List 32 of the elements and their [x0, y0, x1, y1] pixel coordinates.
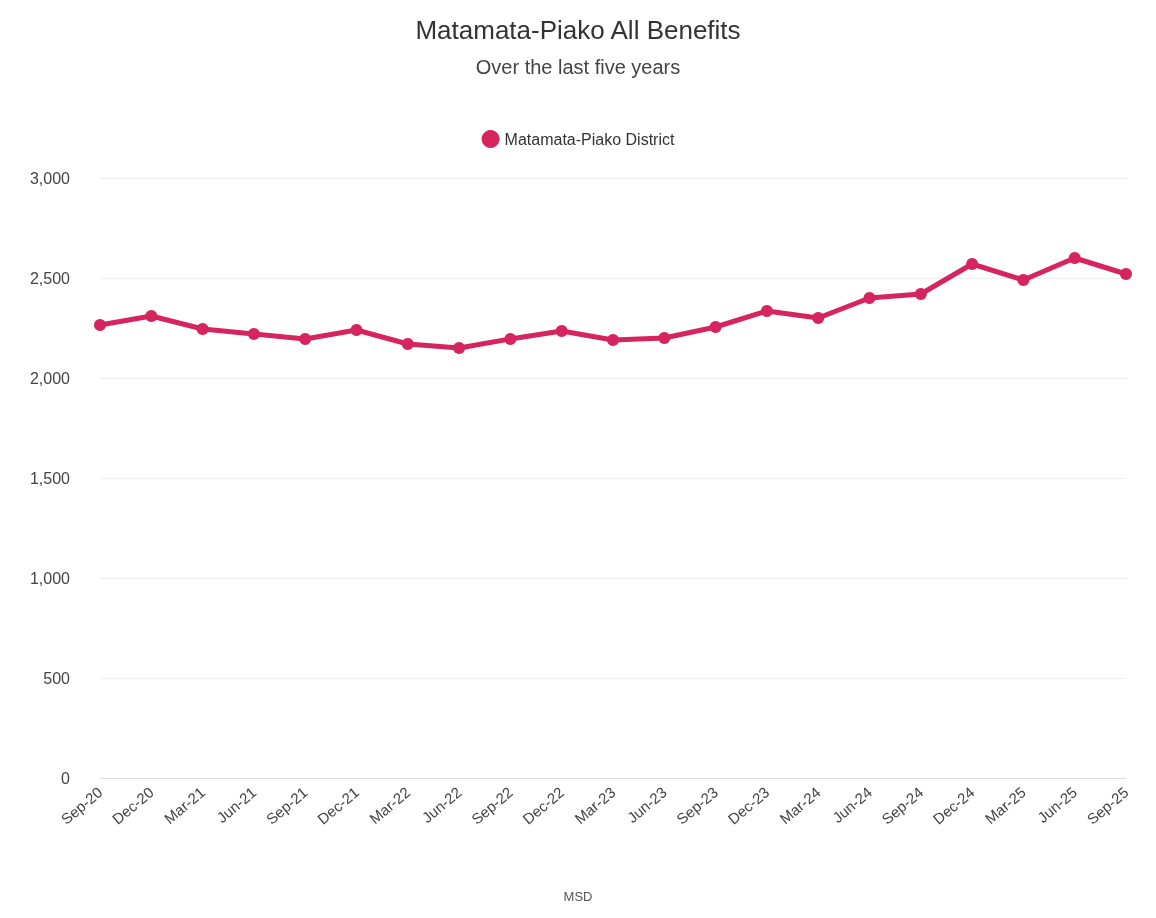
y-tick-label: 1,500	[29, 469, 71, 487]
y-tick-label: 0	[61, 769, 71, 787]
point	[658, 332, 671, 344]
point	[145, 310, 158, 322]
y-tick-label: 3,000	[29, 169, 71, 187]
chart-title: Matamata-Piako All Benefits	[415, 15, 741, 45]
chart-subtitle: Over the last five years	[475, 56, 681, 78]
point	[504, 333, 517, 345]
point	[453, 342, 466, 354]
point	[196, 323, 209, 335]
point	[760, 305, 773, 317]
y-tick-label: 2,500	[29, 269, 71, 287]
point	[607, 334, 619, 346]
point	[401, 338, 414, 350]
legend-label: Matamata-Piako District	[504, 130, 675, 148]
point	[299, 333, 312, 345]
text: MSD	[563, 889, 593, 904]
point	[1068, 252, 1081, 264]
point	[812, 312, 825, 324]
point	[1120, 268, 1132, 280]
point	[350, 324, 363, 336]
point	[914, 288, 927, 300]
y-tick-label: 2,000	[29, 369, 71, 387]
point	[966, 258, 979, 270]
y-tick-label: 1,000	[29, 569, 71, 587]
y-tick-label: 500	[43, 669, 71, 687]
point	[1017, 274, 1030, 286]
point	[709, 321, 722, 333]
point	[863, 292, 876, 304]
point	[555, 325, 568, 337]
point	[94, 319, 106, 331]
point	[247, 328, 260, 340]
